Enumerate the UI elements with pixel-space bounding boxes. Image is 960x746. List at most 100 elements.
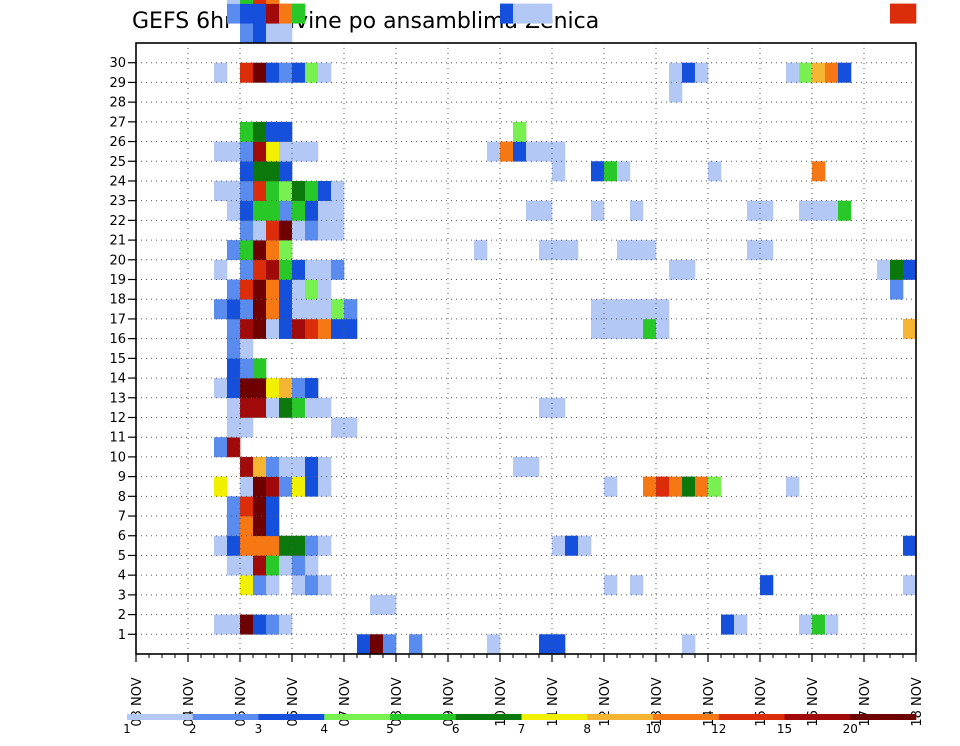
heatmap-cell [266,496,280,517]
heatmap-cell [318,456,332,477]
heatmap-cell [279,180,293,201]
heatmap-cell [318,259,332,280]
heatmap-cell [344,318,358,339]
heatmap-cell [240,338,254,359]
y-tick-label: 28 [109,96,126,111]
legend-swatch [455,714,522,720]
legend-swatch [258,714,325,720]
heatmap-cell [227,141,241,162]
heatmap-cell [240,23,254,44]
heatmap-cell [383,634,397,655]
heatmap-cell [487,634,501,655]
legend-label: 1 [123,722,131,736]
heatmap-cell [227,279,241,300]
heatmap-cell [552,240,566,261]
heatmap-cell [253,279,267,300]
heatmap-cell [240,200,254,221]
heatmap-cell [630,200,644,221]
heatmap-cell [253,516,267,537]
y-tick-label: 6 [118,529,126,544]
heatmap-cell [812,161,826,182]
y-tick-label: 13 [109,391,126,406]
heatmap-cell [214,299,228,320]
heatmap-cell [643,476,657,497]
heatmap-cell [240,535,254,556]
heatmap-cell [266,161,280,182]
heatmap-cell [253,0,267,4]
heatmap-cell [318,279,332,300]
heatmap-cell [305,62,319,83]
heatmap-cell [383,594,397,615]
y-tick-label: 14 [109,372,126,387]
heatmap-cell [214,378,228,399]
y-tick-label: 2 [118,608,126,623]
heatmap-cell [656,299,670,320]
heatmap-cell [214,535,228,556]
y-tick-label: 21 [109,234,126,249]
heatmap-cell [240,397,254,418]
heatmap-cell [539,397,553,418]
heatmap-cell [682,634,696,655]
heatmap-cell [474,240,488,261]
heatmap-cell [253,200,267,221]
legend-label: 6 [452,722,460,736]
heatmap-cell [630,240,644,261]
heatmap-cell [643,299,657,320]
heatmap-cell [552,634,566,655]
heatmap-cell [214,614,228,635]
heatmap-cell [305,299,319,320]
heatmap-cell [292,200,306,221]
heatmap-cell [227,338,241,359]
heatmap-cell [292,397,306,418]
heatmap-cell [305,141,319,162]
heatmap-cell [565,535,579,556]
heatmap-cell [487,141,501,162]
y-tick-label: 9 [118,470,126,485]
heatmap-cell [253,575,267,596]
heatmap-cell [331,417,345,438]
heatmap-cell [682,62,696,83]
y-tick-label: 7 [118,510,126,525]
heatmap-cell [604,299,618,320]
heatmap-cell [318,62,332,83]
heatmap-cell [279,614,293,635]
heatmap-cell [812,614,826,635]
heatmap-cell [500,3,514,24]
heatmap-cell [539,141,553,162]
y-tick-label: 10 [109,450,126,465]
heatmap-cell [331,180,345,201]
heatmap-cell [812,200,826,221]
heatmap-cell [825,614,839,635]
y-tick-label: 12 [109,411,126,426]
heatmap-cell [721,614,735,635]
y-tick-label: 16 [109,332,126,347]
y-tick-label: 26 [109,135,126,150]
heatmap-cell [669,476,683,497]
heatmap-cell [539,634,553,655]
heatmap-cell [786,62,800,83]
heatmap-cell [266,121,280,142]
heatmap-cell [214,259,228,280]
heatmap-cell [266,397,280,418]
heatmap-cell [409,634,423,655]
heatmap-cell [279,535,293,556]
heatmap-cell [604,161,618,182]
heatmap-cell [305,456,319,477]
heatmap-cell [305,259,319,280]
heatmap-cell [227,397,241,418]
heatmap-cell [370,594,384,615]
heatmap-cell [604,318,618,339]
legend-swatch [390,714,457,720]
heatmap-cell [591,200,605,221]
y-tick-label: 29 [109,76,126,91]
heatmap-cell [747,200,761,221]
heatmap-cell [305,200,319,221]
heatmap-cell [617,161,631,182]
heatmap-cell [565,240,579,261]
heatmap-cell [214,141,228,162]
heatmap-cell [279,318,293,339]
heatmap-cell [279,476,293,497]
heatmap-cell [669,259,683,280]
